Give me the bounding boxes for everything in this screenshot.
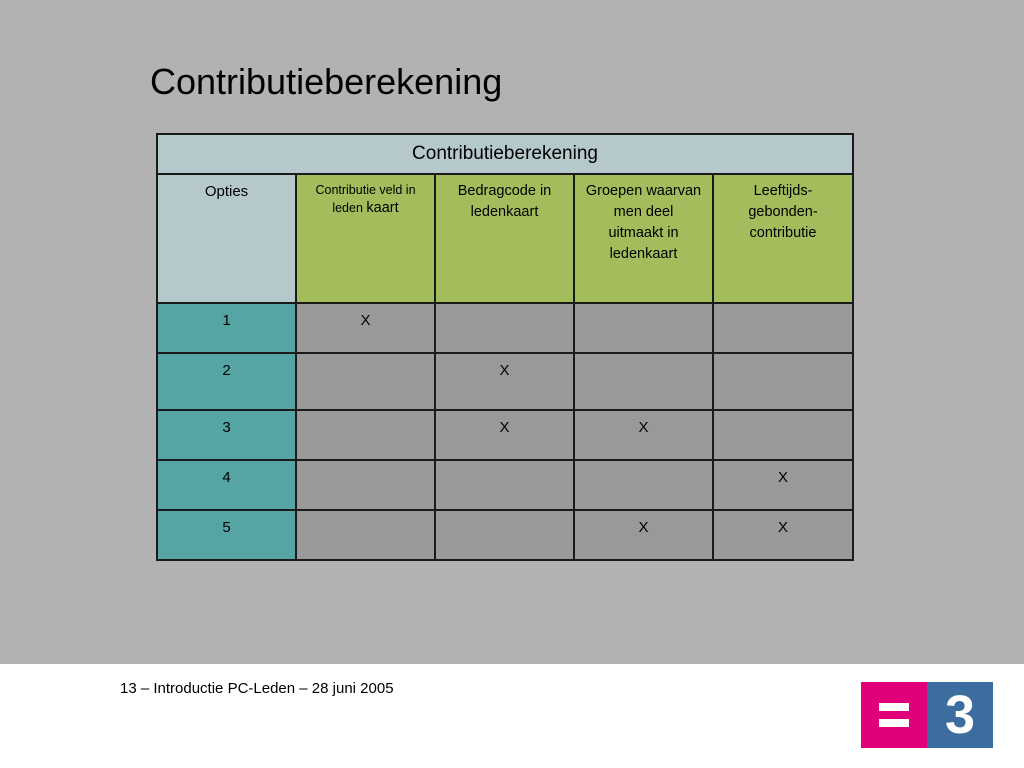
header-groepen-text: Groepen waarvan men deel uitmaakt in led… — [585, 183, 702, 262]
table-cell: X — [434, 352, 575, 411]
header-bedragcode: Bedragcode in ledenkaart — [434, 173, 575, 304]
table-row: 3 X X — [156, 409, 855, 461]
option-number: 1 — [156, 302, 297, 354]
table-row: 5 X X — [156, 509, 855, 561]
table-cell — [295, 459, 436, 511]
option-number: 5 — [156, 509, 297, 561]
logo-equals-block — [861, 682, 927, 748]
option-number: 4 — [156, 459, 297, 511]
table-cell — [711, 352, 855, 411]
slide-title: Contributieberekening — [150, 61, 503, 102]
table-cell — [434, 459, 575, 511]
table-header-row: Opties Contributie veld in leden kaart B… — [156, 173, 855, 304]
table-row: 4 X — [156, 459, 855, 511]
header-leeftijdsgebonden-text: Leeftijds-gebonden-contributie — [748, 183, 818, 241]
contribution-table: Contributieberekening Opties Contributie… — [155, 133, 855, 561]
logo-three-block: 3 — [927, 682, 993, 748]
option-number: 2 — [156, 352, 297, 411]
table-cell: X — [711, 509, 855, 561]
table-cell — [295, 509, 436, 561]
footer-text: 13 – Introductie PC-Leden – 28 juni 2005 — [120, 680, 394, 697]
table-cell: X — [711, 459, 855, 511]
equals-icon — [879, 703, 909, 727]
header-contributie-veld: Contributie veld in leden kaart — [295, 173, 436, 304]
table-cell — [295, 409, 436, 461]
header-contributie-veld-kaart: kaart — [366, 200, 399, 216]
table-cell — [434, 509, 575, 561]
header-opties: Opties — [156, 173, 297, 304]
header-bedragcode-text: Bedragcode in ledenkaart — [457, 183, 552, 220]
table-cell — [711, 409, 855, 461]
table-cell — [295, 352, 436, 411]
option-number: 3 — [156, 409, 297, 461]
table-cell — [711, 302, 855, 354]
table-caption-row: Contributieberekening — [155, 133, 855, 175]
logo-three: 3 — [944, 685, 976, 745]
header-contributie-veld-text: Contributie veld in leden — [315, 183, 416, 215]
table-row: 2 X — [156, 352, 855, 411]
table-caption: Contributieberekening — [155, 133, 855, 175]
table-cell: X — [295, 302, 436, 354]
table-cell — [573, 302, 714, 354]
brand-logo: 3 — [861, 682, 993, 748]
table-cell — [573, 459, 714, 511]
table-cell — [434, 302, 575, 354]
table-cell: X — [573, 409, 714, 461]
header-groepen: Groepen waarvan men deel uitmaakt in led… — [573, 173, 714, 304]
header-leeftijdsgebonden: Leeftijds-gebonden-contributie — [711, 173, 855, 304]
table-cell: X — [573, 509, 714, 561]
table-cell — [573, 352, 714, 411]
table-row: 1 X — [156, 302, 855, 354]
table-cell: X — [434, 409, 575, 461]
